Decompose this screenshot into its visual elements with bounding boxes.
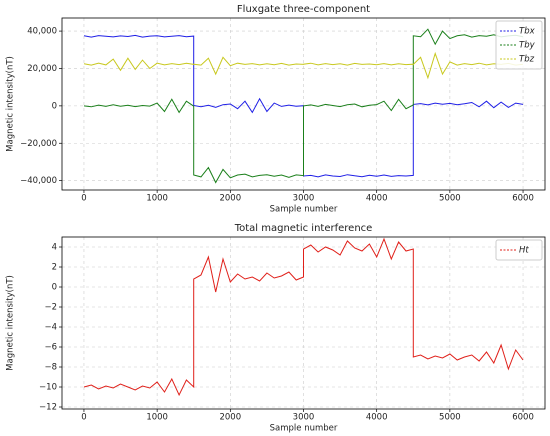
y-tick-label: −20,000	[20, 139, 57, 149]
x-tick-label: 4000	[366, 194, 388, 204]
x-tick-label: 5000	[439, 194, 461, 204]
y-tick-label: −40,000	[20, 176, 57, 186]
x-tick-label: 6000	[512, 194, 534, 204]
y-tick-label: 0	[52, 101, 57, 111]
y-tick-label: −8	[44, 363, 57, 373]
x-tick-label: 1000	[146, 413, 168, 423]
x-tick-label: 0	[81, 194, 86, 204]
y-tick-label: −4	[44, 323, 57, 333]
x-tick-label: 6000	[512, 413, 534, 423]
legend-label: Tbz	[519, 55, 535, 65]
chart-title: Total magnetic interference	[234, 223, 373, 234]
legend-label: Ht	[519, 246, 529, 256]
y-axis-label: Magnetic intensity(nT)	[6, 56, 16, 152]
chart-title: Fluxgate three-component	[237, 4, 370, 15]
y-tick-label: 0	[52, 283, 57, 293]
plot-frame	[61, 17, 546, 191]
x-axis-label: Sample number	[270, 424, 338, 434]
legend-box	[495, 239, 543, 261]
y-tick-label: −6	[44, 343, 57, 353]
y-tick-label: −10	[39, 383, 57, 393]
data-line	[83, 237, 524, 397]
x-tick-label: 2000	[219, 413, 241, 423]
y-tick-label: 4	[52, 243, 57, 253]
x-axis-label: Sample number	[270, 205, 338, 215]
y-axis-label: Magnetic intensity(nT)	[6, 275, 16, 371]
legend-label: Tby	[519, 41, 536, 51]
plot-frame	[61, 236, 546, 410]
y-tick-label: 40,000	[27, 27, 57, 37]
x-tick-label: 0	[81, 413, 86, 423]
x-tick-label: 5000	[439, 413, 461, 423]
x-tick-label: 4000	[366, 413, 388, 423]
x-tick-label: 2000	[219, 194, 241, 204]
y-tick-label: −2	[44, 303, 57, 313]
x-tick-label: 1000	[146, 194, 168, 204]
x-tick-label: 3000	[293, 413, 315, 423]
y-tick-label: −12	[39, 403, 57, 413]
y-tick-label: 2	[52, 263, 57, 273]
legend-label: Tbx	[519, 27, 536, 37]
legend-box	[495, 20, 543, 70]
y-tick-label: 20,000	[27, 64, 57, 74]
data-line	[83, 28, 524, 184]
x-tick-label: 3000	[293, 194, 315, 204]
data-line	[83, 51, 524, 80]
